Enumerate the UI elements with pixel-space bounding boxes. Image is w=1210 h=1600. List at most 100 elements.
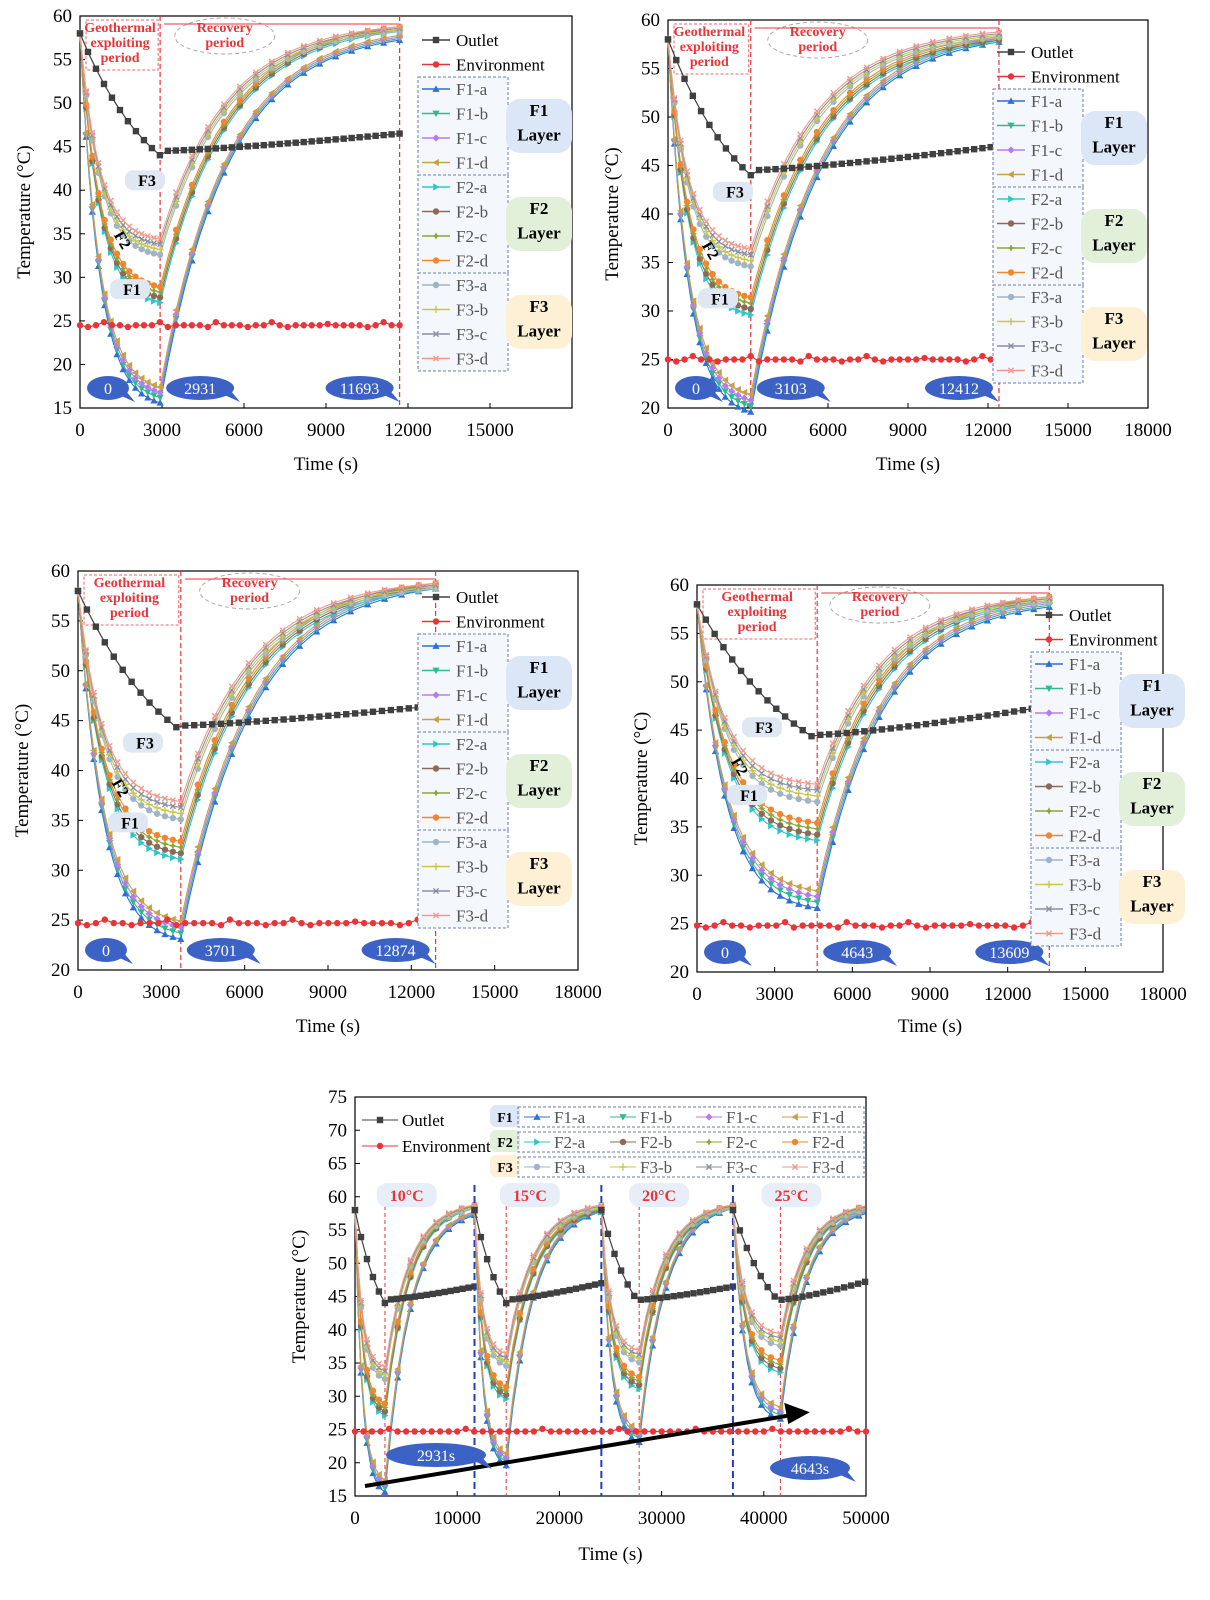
series-point-outlet <box>788 164 796 172</box>
series-point-F1-d <box>711 739 719 747</box>
series-point-F2-d <box>777 1357 784 1364</box>
series-point-F3-b <box>689 198 698 206</box>
cycle-label-box <box>761 1183 822 1207</box>
series-point-F3-d <box>968 606 976 613</box>
series-point-environment <box>108 322 116 329</box>
legend-entry: Outlet <box>1069 606 1112 625</box>
x-tick-label: 15000 <box>1044 420 1092 441</box>
series-point-environment <box>781 918 789 926</box>
series-point-outlet <box>146 699 153 706</box>
series-point-F3-b <box>153 804 161 812</box>
legend-marker <box>1045 832 1053 839</box>
series-point-F1-d <box>131 369 139 377</box>
series-point-outlet <box>375 1288 383 1295</box>
series-point-outlet <box>834 730 842 737</box>
legend-entry: F3-a <box>456 276 488 295</box>
series-point-F1-b <box>813 899 821 906</box>
series-point-F2-a <box>170 854 177 862</box>
series-point-environment <box>316 322 323 329</box>
series-point-F3-d <box>262 641 269 648</box>
annotation-bubble <box>742 717 782 738</box>
series-point-F3-b <box>767 780 775 788</box>
legend-marker <box>1045 880 1053 889</box>
series-point-F1-a <box>161 930 169 938</box>
series-point-outlet <box>363 1255 371 1263</box>
legend-marker <box>1007 146 1015 154</box>
series-point-outlet <box>541 1291 548 1298</box>
series-point-outlet <box>681 75 688 83</box>
series-point-F1-a <box>144 394 152 401</box>
series-point-F1-d <box>82 128 90 137</box>
series-point-F2-d <box>690 226 697 233</box>
series-point-F3-d <box>101 181 108 188</box>
series-point-outlet <box>913 152 920 160</box>
series-point-F3-d <box>749 757 756 764</box>
legend-entry: Environment <box>1069 631 1158 650</box>
series-point-F3-b <box>169 808 177 816</box>
series-point-F2-d <box>503 1383 510 1391</box>
series-line-F1-c <box>696 602 1050 898</box>
series-point-outlet <box>226 720 234 727</box>
series-point-F3-d <box>689 1216 696 1224</box>
series-line-F1-c <box>77 584 436 928</box>
legend-marker <box>705 1138 713 1146</box>
series-point-F3-c <box>715 238 723 245</box>
series-point-F3-d <box>728 240 735 247</box>
series-point-F3-d <box>813 108 821 115</box>
series-point-F3-b <box>721 248 729 256</box>
series-point-F2-a <box>130 831 137 839</box>
series-point-F2-d <box>696 246 704 253</box>
series-point-F1-b <box>767 1407 775 1415</box>
legend-entry: F2-d <box>1069 827 1102 846</box>
series-point-F3-d <box>543 1230 551 1237</box>
series-point-F2-b <box>153 843 161 850</box>
series-point-environment <box>752 1428 759 1435</box>
series-point-F1-d <box>121 874 129 882</box>
series-point-outlet <box>369 708 377 715</box>
series-point-outlet <box>204 145 212 153</box>
series-point-F1-c <box>763 317 771 325</box>
series-point-F3-d <box>729 1201 737 1209</box>
series-point-F3-d <box>696 206 703 213</box>
time-marker-tail <box>838 1470 856 1482</box>
x-tick-label: 20000 <box>536 1508 584 1529</box>
legend-group-box <box>417 174 509 274</box>
series-point-outlet <box>236 143 244 151</box>
series-line-F2-b <box>667 39 1000 310</box>
series-point-F3-d <box>122 770 129 777</box>
recovery-label: period <box>230 591 269 606</box>
x-tick-label: 6000 <box>225 420 263 441</box>
series-point-environment <box>730 356 738 363</box>
series-point-F2-b <box>119 270 127 277</box>
series-point-environment <box>74 919 82 927</box>
series-point-F3-b <box>620 1344 628 1353</box>
time-marker-label: 11693 <box>340 381 379 398</box>
series-point-environment <box>428 1428 435 1435</box>
recovery-outline <box>829 586 931 624</box>
series-point-outlet <box>975 713 983 721</box>
series-point-F1-d <box>757 1390 765 1398</box>
series-point-environment <box>394 1428 401 1435</box>
series-point-F2-c <box>145 833 153 841</box>
series-point-F2-c <box>844 735 852 743</box>
series-point-F2-d <box>228 701 235 709</box>
series-point-outlet <box>896 154 903 162</box>
layer-badge-label: F1 <box>530 658 549 677</box>
series-point-F2-d <box>721 738 728 746</box>
legend-group-box <box>517 1106 865 1128</box>
series-point-F3-a <box>734 260 742 267</box>
time-marker-bubble <box>325 376 394 400</box>
series-point-environment <box>83 921 91 929</box>
x-tick-label: 10000 <box>433 1508 481 1529</box>
series-point-outlet <box>357 1233 365 1241</box>
x-tick-label: 18000 <box>554 982 602 1003</box>
chart-panel-middle-left: 0 3000 6000 9000 12000 15000 18000202530354045… <box>12 561 602 1037</box>
series-point-outlet <box>739 164 746 171</box>
series-point-F1-d <box>829 1225 836 1233</box>
series-point-F2-b <box>138 833 145 841</box>
series-point-outlet <box>987 143 994 151</box>
series-point-outlet <box>764 1283 771 1291</box>
series-point-F2-a <box>703 275 710 283</box>
series-point-F3-d <box>722 237 729 244</box>
series-point-F2-b <box>150 292 158 300</box>
